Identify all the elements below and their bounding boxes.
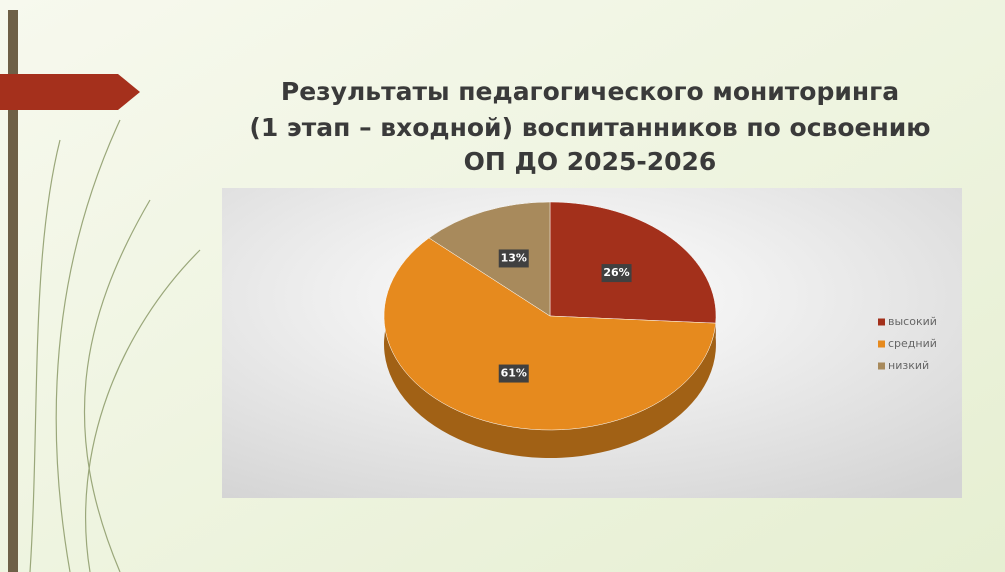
decor-lines <box>29 119 201 572</box>
title-line: ОП ДО 2025-2026 <box>464 147 717 176</box>
title-line: (1 этап – входной) воспитанников по осво… <box>249 113 930 142</box>
title: Результаты педагогического мониторинга (… <box>249 77 930 176</box>
slice <box>428 201 551 317</box>
legend-label: низкий <box>888 359 929 372</box>
value-label: 13% <box>501 251 527 264</box>
legend-label: высокий <box>888 315 937 328</box>
pie-tops <box>383 201 717 431</box>
label-box <box>498 249 529 268</box>
title-line: Результаты педагогического мониторинга <box>281 77 899 106</box>
legend-swatch <box>878 318 885 326</box>
data-labels: 26% 61% 13% <box>498 249 632 383</box>
label-box <box>498 364 529 383</box>
side-bar <box>8 10 18 572</box>
slice <box>383 237 716 431</box>
legend: высокий средний низкий <box>878 315 937 372</box>
label-box <box>601 264 632 283</box>
slice <box>549 201 717 324</box>
value-label: 26% <box>603 266 629 279</box>
legend-swatch <box>878 340 885 348</box>
arrow-marker <box>0 74 140 110</box>
legend-swatch <box>878 362 885 370</box>
value-label: 61% <box>501 367 527 380</box>
legend-label: средний <box>888 337 937 350</box>
